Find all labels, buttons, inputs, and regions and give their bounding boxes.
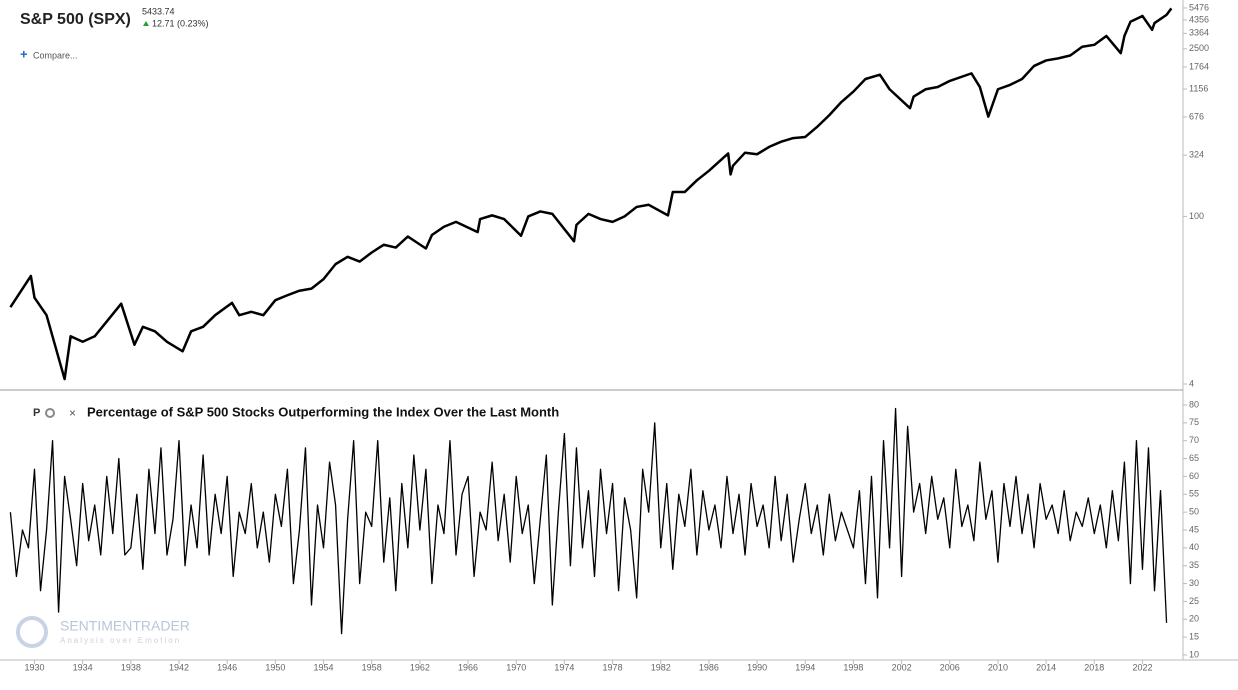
- x-tick-label: 2002: [892, 662, 912, 672]
- y-tick-label: 80: [1189, 399, 1199, 409]
- y-tick-label: 4: [1189, 378, 1194, 388]
- y-tick-label: 100: [1189, 211, 1204, 221]
- watermark-tagline: Analysis over Emotion: [60, 636, 181, 645]
- y-tick-label: 20: [1189, 614, 1199, 624]
- y-tick-label: 40: [1189, 542, 1199, 552]
- data-line: [9, 407, 1168, 635]
- x-tick-label: 1974: [554, 662, 574, 672]
- y-tick-label: 3364: [1189, 28, 1209, 38]
- y-tick-label: 60: [1189, 471, 1199, 481]
- price: 5433.74: [142, 6, 175, 16]
- price-change: 12.71 (0.23%): [152, 18, 209, 28]
- y-tick-label: 15: [1189, 632, 1199, 642]
- y-tick-label: 10: [1189, 649, 1199, 659]
- y-tick-label: 75: [1189, 417, 1199, 427]
- x-tick-label: 1966: [458, 662, 478, 672]
- y-tick-label: 5476: [1189, 2, 1209, 12]
- gear-icon[interactable]: [45, 408, 55, 418]
- y-tick-label: 25: [1189, 596, 1199, 606]
- x-tick-label: 1930: [24, 662, 44, 672]
- x-tick-label: 2006: [940, 662, 960, 672]
- chart-title: S&P 500 (SPX): [20, 11, 131, 28]
- x-tick-label: 1950: [265, 662, 285, 672]
- x-tick-label: 2014: [1036, 662, 1056, 672]
- y-tick-label: 70: [1189, 435, 1199, 445]
- x-tick-label: 1938: [121, 662, 141, 672]
- x-tick-label: 1998: [843, 662, 863, 672]
- close-button[interactable]: ×: [69, 406, 76, 420]
- compare-button[interactable]: Compare...: [33, 50, 78, 60]
- x-tick-label: 1982: [651, 662, 671, 672]
- y-tick-label: 65: [1189, 453, 1199, 463]
- x-tick-label: 1934: [73, 662, 93, 672]
- x-tick-label: 1990: [747, 662, 767, 672]
- y-tick-label: 2500: [1189, 43, 1209, 53]
- y-tick-label: 55: [1189, 489, 1199, 499]
- y-tick-label: 35: [1189, 560, 1199, 570]
- x-tick-label: 1958: [362, 662, 382, 672]
- y-tick-label: 30: [1189, 578, 1199, 588]
- x-tick-label: 2022: [1132, 662, 1152, 672]
- panel-button[interactable]: P: [33, 407, 40, 419]
- y-tick-label: 676: [1189, 111, 1204, 121]
- x-tick-label: 1970: [506, 662, 526, 672]
- x-tick-label: 1994: [795, 662, 815, 672]
- x-tick-label: 2018: [1084, 662, 1104, 672]
- y-tick-label: 4356: [1189, 14, 1209, 24]
- y-tick-label: 1764: [1189, 61, 1209, 71]
- x-tick-label: 1942: [169, 662, 189, 672]
- up-arrow: [143, 21, 149, 26]
- x-tick-label: 1978: [603, 662, 623, 672]
- compare-plus[interactable]: +: [20, 46, 28, 61]
- x-tick-label: 1946: [217, 662, 237, 672]
- x-tick-label: 1954: [314, 662, 334, 672]
- y-tick-label: 324: [1189, 150, 1204, 160]
- x-tick-label: 2010: [988, 662, 1008, 672]
- data-line: [9, 7, 1173, 381]
- y-tick-label: 45: [1189, 524, 1199, 534]
- watermark-brand: SENTIMENTRADER: [60, 618, 190, 634]
- y-tick-label: 1156: [1189, 83, 1208, 93]
- x-tick-label: 1986: [699, 662, 719, 672]
- y-tick-label: 50: [1189, 507, 1199, 517]
- logo: [16, 616, 48, 648]
- x-tick-label: 1962: [410, 662, 430, 672]
- panel-title: Percentage of S&P 500 Stocks Outperformi…: [87, 404, 559, 419]
